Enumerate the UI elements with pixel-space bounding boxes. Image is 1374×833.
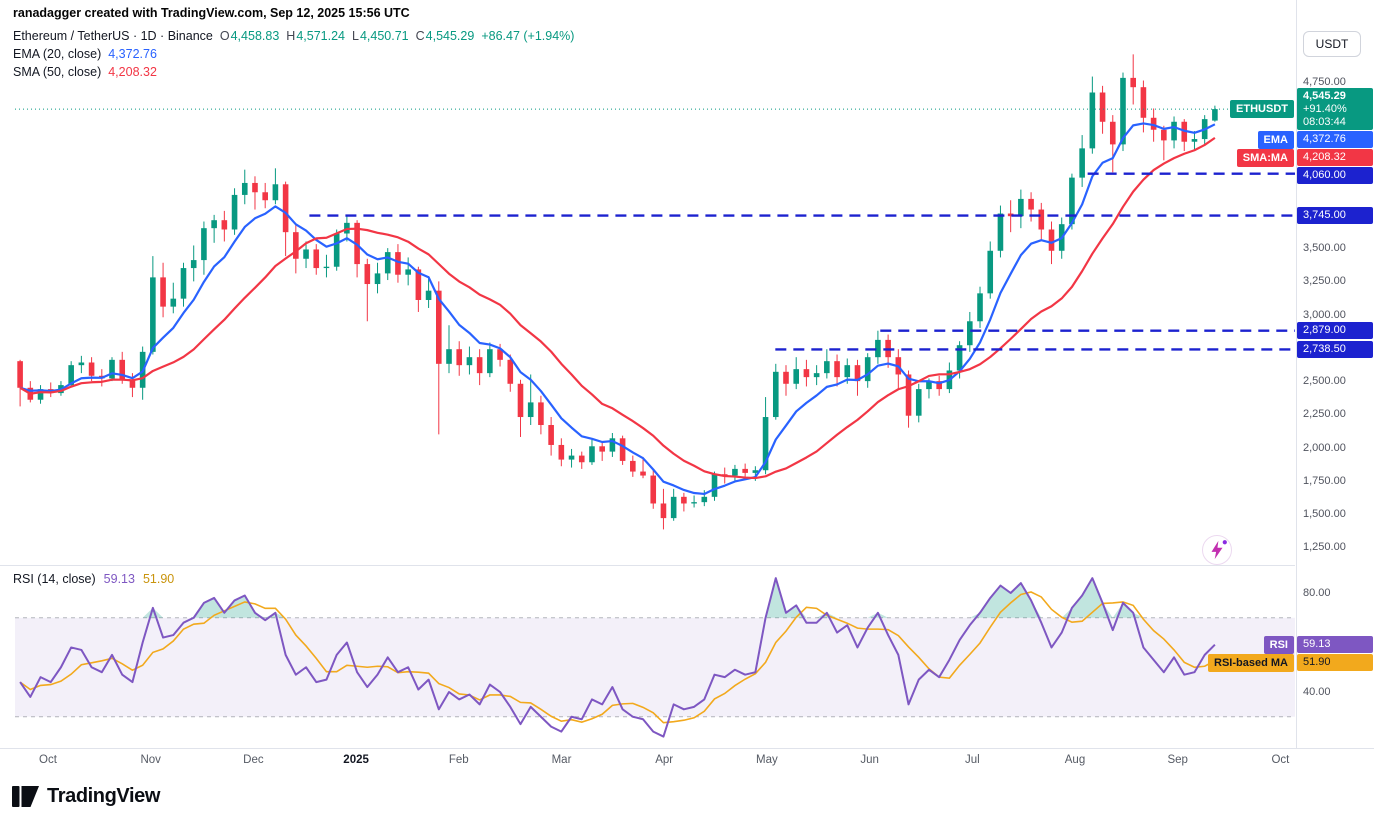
sma-legend-value: 4,208.32 (108, 65, 157, 79)
price-axis-label: 3,250.00 (1303, 275, 1346, 288)
tradingview-logo[interactable]: TradingView (12, 785, 160, 808)
ema-line (19, 122, 1216, 496)
time-axis-label: Apr (655, 754, 674, 766)
time-axis-label: 2025 (343, 754, 369, 766)
level-price-badge: 2,738.50 (1297, 340, 1373, 358)
rsi-ma-line (19, 591, 1216, 724)
level-price-badge: 3,745.00 (1297, 207, 1373, 225)
ema-legend-label: EMA (20, close) (13, 47, 102, 61)
price-axis-label: 1,750.00 (1303, 474, 1346, 487)
low-value: L 4,450.71 (351, 29, 409, 43)
sma-legend-row[interactable]: SMA (50, close) 4,208.32 (13, 65, 574, 79)
time-axis-label: Feb (448, 754, 469, 766)
price-axis-label: 3,000.00 (1303, 308, 1346, 321)
tradingview-logo-icon (12, 786, 39, 807)
time-axis-label: Mar (551, 754, 572, 766)
flash-button[interactable] (1202, 535, 1232, 565)
rsi-legend-label: RSI (14, close) (13, 572, 96, 586)
price-axis-label: 2,000.00 (1303, 441, 1346, 454)
level-price-badge: 2,879.00 (1297, 322, 1373, 340)
flash-icon (1211, 540, 1227, 560)
rsi-ma-value-badge: 51.90 (1297, 654, 1373, 672)
sma-line (19, 136, 1216, 480)
close-value: C 4,545.29 (415, 29, 475, 43)
sma-legend-label: SMA (50, close) (13, 65, 102, 79)
time-axis-label: Oct (1271, 754, 1290, 766)
chart-legend: Ethereum / TetherUS · 1D · Binance O 4,45… (13, 29, 574, 79)
time-axis-label: Nov (140, 754, 161, 766)
currency-toggle-button[interactable]: USDT (1303, 31, 1361, 57)
time-axis-label: Aug (1064, 754, 1086, 766)
rsi-legend-row[interactable]: RSI (14, close) 59.13 51.90 (13, 572, 174, 586)
price-axis-label: 1,250.00 (1303, 541, 1346, 554)
rsi-series (15, 577, 1295, 738)
sma-value-badge: 4,208.32 (1297, 149, 1373, 167)
ema-legend-value: 4,372.76 (108, 47, 157, 61)
high-value: H 4,571.24 (286, 29, 345, 43)
time-axis-label: Dec (243, 754, 264, 766)
time-axis[interactable]: Oct Nov Dec 2025 Feb Mar Apr May Jun Jul Aug Sep Oct (0, 749, 1374, 775)
time-axis-label: Jul (964, 754, 980, 766)
tradingview-logo-text: TradingView (47, 785, 161, 807)
support-resistance-lines[interactable] (309, 172, 1295, 351)
ohlc-values: O 4,458.83 H 4,571.24 L 4,450.71 C 4,545.29 … (220, 29, 575, 43)
open-value: O 4,458.83 (219, 29, 280, 43)
last-price-badge: 4,545.29 +91.40% 08:03:44 (1297, 88, 1373, 131)
rsi-line (19, 577, 1216, 738)
price-axis-label: 3,500.00 (1303, 242, 1346, 255)
symbol-title[interactable]: Ethereum / TetherUS · 1D · Binance (13, 29, 213, 43)
chart-canvas[interactable] (0, 0, 1374, 776)
time-axis-label: Oct (39, 754, 57, 766)
time-axis-label: May (756, 754, 778, 766)
ema-value-badge: 4,372.76 (1297, 131, 1373, 149)
candlestick-series (17, 54, 1218, 530)
time-axis-label: Sep (1167, 754, 1188, 766)
price-axis[interactable]: 4,750.00 3,500.00 3,250.00 3,000.00 2,500.00… (1296, 0, 1374, 748)
symbol-legend-row[interactable]: Ethereum / TetherUS · 1D · Binance O 4,45… (13, 29, 574, 43)
rsi-axis-label: 80.00 (1303, 587, 1331, 599)
price-axis-label: 2,500.00 (1303, 375, 1346, 388)
attribution-text: ranadagger created with TradingView.com,… (13, 6, 410, 20)
rsi-legend-value: 59.13 (103, 572, 135, 586)
price-axis-label: 1,500.00 (1303, 508, 1346, 521)
rsi-overbought-fill (20, 578, 1215, 618)
price-axis-label: 4,750.00 (1303, 75, 1346, 88)
rsi-value-badge: 59.13 (1297, 636, 1373, 654)
time-axis-label: Jun (860, 754, 879, 766)
level-price-badge: 4,060.00 (1297, 167, 1373, 185)
rsi-ma-legend-value: 51.90 (142, 572, 175, 586)
rsi-axis-label: 40.00 (1303, 686, 1331, 698)
price-axis-label: 2,250.00 (1303, 408, 1346, 421)
ema-legend-row[interactable]: EMA (20, close) 4,372.76 (13, 47, 574, 61)
change-value: +86.47 (+1.94%) (481, 29, 575, 43)
